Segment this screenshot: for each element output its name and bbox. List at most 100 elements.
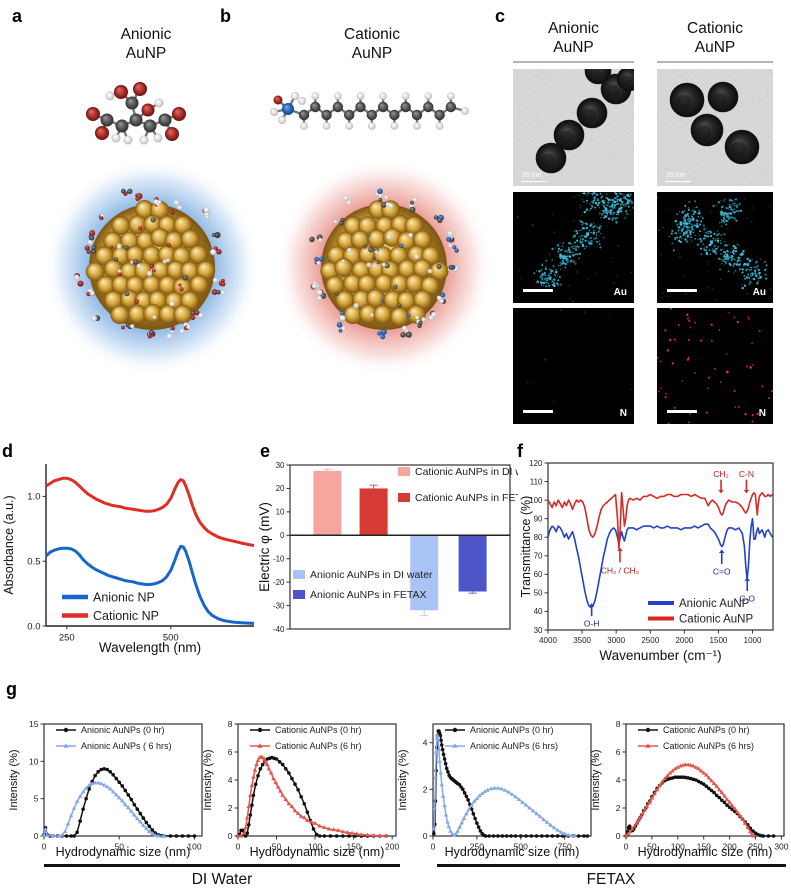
svg-text:110: 110 bbox=[530, 477, 543, 486]
svg-text:50: 50 bbox=[272, 842, 282, 852]
citrate-molecule bbox=[86, 82, 186, 145]
bar-0 bbox=[313, 470, 342, 536]
svg-text:0.0: 0.0 bbox=[27, 621, 40, 632]
panel-b-title: Cationic AuNP bbox=[292, 26, 452, 64]
svg-text:250: 250 bbox=[59, 633, 75, 644]
svg-text:5: 5 bbox=[34, 794, 39, 804]
svg-text:Cationic NP: Cationic NP bbox=[93, 609, 159, 623]
map-dots bbox=[657, 308, 773, 424]
svg-text:30: 30 bbox=[534, 626, 543, 635]
svg-text:Anionic AuNP: Anionic AuNP bbox=[679, 598, 750, 610]
cationic-nanoparticle bbox=[309, 188, 459, 340]
svg-text:30: 30 bbox=[276, 461, 285, 470]
svg-text:2000: 2000 bbox=[675, 636, 693, 645]
svg-text:2: 2 bbox=[616, 803, 621, 813]
fetax-group-line bbox=[437, 864, 786, 867]
tem-particles bbox=[535, 69, 634, 174]
fetax-group-label: FETAX bbox=[586, 871, 636, 888]
svg-text:Cationic AuNPs (0 hr): Cationic AuNPs (0 hr) bbox=[663, 725, 750, 735]
series-1 bbox=[625, 763, 754, 837]
panel-b-title-line1: Cationic bbox=[344, 26, 400, 43]
legend: Cationic AuNPs (0 hr) Cationic AuNPs (6 h… bbox=[250, 725, 362, 751]
svg-text:C=O: C=O bbox=[713, 567, 731, 577]
anionic-nanoparticle bbox=[73, 188, 226, 340]
svg-text:Intensity (%): Intensity (%) bbox=[397, 749, 409, 810]
svg-text:100: 100 bbox=[187, 842, 201, 852]
svg-text:Cationic AuNPs in FETAX: Cationic AuNPs in FETAX bbox=[415, 492, 518, 504]
svg-text:200: 200 bbox=[385, 842, 399, 852]
n-map-label: N bbox=[619, 408, 627, 419]
di-water-group-line bbox=[44, 864, 400, 867]
panel-c-col1-title: Anionic AuNP bbox=[513, 20, 634, 58]
n-map-label: N bbox=[758, 408, 766, 419]
svg-text:100: 100 bbox=[529, 496, 543, 505]
bar-2 bbox=[410, 535, 439, 611]
panel-b-title-line2: AuNP bbox=[351, 44, 393, 62]
svg-text:150: 150 bbox=[697, 842, 711, 852]
svg-text:20: 20 bbox=[276, 484, 285, 493]
panel-a-title-line2: AuNP bbox=[125, 44, 167, 62]
n-map-cationic: N bbox=[657, 308, 773, 424]
svg-text:O-H: O-H bbox=[584, 619, 600, 629]
panel-g-letter: g bbox=[6, 679, 17, 699]
svg-text:Cationic AuNPs (6 hr): Cationic AuNPs (6 hr) bbox=[275, 741, 362, 751]
svg-text:250: 250 bbox=[470, 842, 484, 852]
svg-text:C-O: C-O bbox=[739, 593, 755, 603]
markers-1 bbox=[41, 780, 167, 838]
panel-a-letter: a bbox=[12, 6, 23, 26]
svg-text:2: 2 bbox=[228, 803, 233, 813]
svg-text:500: 500 bbox=[514, 842, 528, 852]
n-map-anionic: N bbox=[513, 308, 634, 424]
c-col2-underline bbox=[657, 61, 773, 63]
panel-a-title-line1: Anionic bbox=[120, 26, 172, 43]
svg-text:8: 8 bbox=[228, 719, 233, 729]
c-col1-underline bbox=[513, 61, 634, 63]
tem-image-anionic: 20 nm bbox=[513, 69, 634, 186]
svg-text:4: 4 bbox=[228, 775, 233, 785]
panel-c-col2-title: Cationic AuNP bbox=[657, 20, 773, 58]
svg-text:6: 6 bbox=[228, 747, 233, 757]
svg-text:10: 10 bbox=[276, 508, 285, 517]
svg-text:3500: 3500 bbox=[573, 636, 591, 645]
svg-text:100: 100 bbox=[671, 842, 685, 852]
map-scale-bar bbox=[523, 289, 553, 292]
error-bar bbox=[468, 589, 477, 594]
series-0 bbox=[44, 544, 255, 625]
zeta-potential-bar-chart: 30 20 10 0 -10 -20 -30 -40 Electric φ (mV) Cation… bbox=[258, 461, 518, 634]
au-map-label: Au bbox=[752, 287, 766, 298]
svg-text:0: 0 bbox=[228, 831, 233, 841]
legend: Anionic AuNPs (0 hr) Anionic AuNPs (6 hrs… bbox=[445, 725, 558, 751]
svg-text:0: 0 bbox=[236, 842, 241, 852]
svg-text:-30: -30 bbox=[273, 601, 285, 610]
svg-text:1500: 1500 bbox=[710, 636, 728, 645]
tem-micrograph bbox=[657, 69, 773, 186]
svg-text:Hydrodynamic size (nm): Hydrodynamic size (nm) bbox=[638, 845, 773, 859]
di-water-group-label: DI Water bbox=[191, 871, 253, 888]
svg-text:100: 100 bbox=[308, 842, 322, 852]
map-scale-bar bbox=[667, 410, 697, 413]
legend: Anionic AuNPs (0 hr) Anionic AuNPs ( 6 hr… bbox=[56, 725, 172, 751]
map-dots bbox=[526, 308, 632, 403]
surface-ligands bbox=[309, 188, 459, 340]
svg-text:C-N: C-N bbox=[739, 469, 754, 479]
bar-1 bbox=[359, 488, 388, 536]
svg-text:Cationic AuNPs in DI water: Cationic AuNPs in DI water bbox=[415, 466, 518, 478]
axes: 30 20 10 0 -10 -20 -30 -40 Electric φ (mV) bbox=[258, 461, 511, 634]
svg-text:250: 250 bbox=[748, 842, 762, 852]
svg-text:Hydrodynamic size (nm): Hydrodynamic size (nm) bbox=[56, 845, 191, 859]
svg-text:-40: -40 bbox=[273, 625, 285, 634]
au-map-cationic: Au bbox=[657, 192, 773, 303]
au-map-label: Au bbox=[613, 287, 627, 298]
svg-text:50: 50 bbox=[534, 589, 543, 598]
svg-text:8: 8 bbox=[616, 719, 621, 729]
au-map-anionic: Au bbox=[513, 192, 634, 303]
elemental-map bbox=[513, 192, 634, 303]
svg-text:Intensity (%): Intensity (%) bbox=[8, 749, 20, 810]
cationic-ligand-molecule bbox=[270, 92, 469, 130]
markers-1 bbox=[623, 762, 756, 838]
